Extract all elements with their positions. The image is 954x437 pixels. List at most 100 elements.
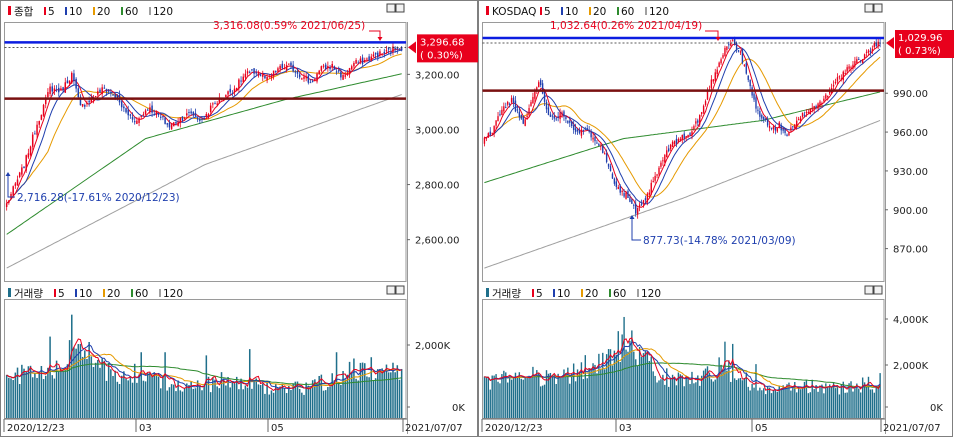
- volume-tick-label: 2,000K: [415, 341, 451, 352]
- candle-body: [675, 138, 678, 144]
- volume-minimize-button[interactable]: [864, 285, 874, 295]
- volume-bar: [374, 378, 377, 418]
- volume-bar: [871, 389, 874, 418]
- candle-body: [803, 114, 806, 116]
- volume-legend: 거래량 5 10 20 60 120: [486, 288, 661, 300]
- candle-body: [209, 105, 212, 113]
- candle-body: [753, 93, 755, 100]
- candle-body: [594, 136, 596, 142]
- candle-body: [660, 162, 662, 167]
- volume-bar: [296, 381, 299, 418]
- volume-bar: [856, 383, 858, 418]
- volume-ma20-line: [6, 353, 402, 389]
- volume-bar: [368, 377, 370, 418]
- minimize-button[interactable]: [386, 3, 396, 13]
- candle-body: [863, 54, 866, 59]
- volume-bar: [817, 391, 819, 418]
- volume-bar: [136, 382, 138, 418]
- volume-bar: [344, 379, 346, 418]
- ma-legend-icon: [637, 289, 639, 297]
- minimize-icon[interactable]: [864, 285, 874, 295]
- volume-bar: [671, 374, 674, 418]
- candle-body: [526, 115, 528, 118]
- candle-body: [586, 128, 588, 130]
- candle-body: [640, 203, 643, 205]
- volume-bar: [572, 363, 575, 418]
- minimize-icon[interactable]: [864, 3, 874, 13]
- candle-body: [398, 48, 401, 50]
- candle-body: [203, 118, 205, 120]
- volume-bar: [854, 388, 856, 418]
- candle-body: [551, 115, 554, 117]
- ma-legend-label: 20: [593, 6, 606, 18]
- volume-bar: [861, 377, 864, 418]
- volume-bar: [563, 369, 565, 418]
- volume-bar: [34, 373, 36, 418]
- volume-bar: [695, 382, 697, 418]
- volume-bar: [648, 361, 651, 418]
- volume-bar: [327, 387, 329, 418]
- volume-bar: [105, 380, 108, 418]
- candle-body: [255, 72, 258, 74]
- close-icon[interactable]: [395, 285, 405, 295]
- candle-body: [146, 109, 149, 111]
- volume-bar: [235, 376, 238, 418]
- candle-body: [216, 103, 218, 105]
- candle-body: [778, 122, 780, 128]
- candle-body: [86, 102, 88, 105]
- volume-bar: [394, 372, 396, 418]
- volume-close-button[interactable]: [873, 285, 883, 295]
- volume-minimize-button[interactable]: [386, 285, 396, 295]
- candle-body: [598, 144, 600, 146]
- volume-bar: [788, 382, 790, 418]
- volume-bar: [94, 362, 97, 418]
- candle-body: [869, 50, 872, 53]
- candle-body: [359, 58, 362, 63]
- volume-bar: [483, 376, 486, 418]
- candle-body: [29, 146, 32, 156]
- candle-body: [646, 193, 649, 202]
- candle-body: [333, 66, 336, 70]
- candle-body: [510, 98, 513, 103]
- volume-bars: [5, 314, 403, 418]
- candle-body: [27, 153, 30, 158]
- volume-close-button[interactable]: [395, 285, 405, 295]
- candle-body: [112, 94, 114, 96]
- candle-body: [749, 79, 751, 87]
- volume-bar: [251, 388, 253, 418]
- minimize-icon[interactable]: [386, 285, 396, 295]
- volume-bar: [561, 376, 563, 418]
- minimize-button[interactable]: [864, 3, 874, 13]
- volume-plot-area: [482, 299, 885, 419]
- candle-body: [722, 55, 724, 58]
- candle-body: [567, 120, 569, 123]
- volume-bar: [602, 352, 604, 418]
- volume-bar: [116, 381, 119, 418]
- volume-bar: [668, 386, 670, 418]
- candle-body: [522, 116, 524, 124]
- close-button[interactable]: [395, 3, 405, 13]
- volume-bar: [761, 390, 763, 418]
- close-icon[interactable]: [873, 285, 883, 295]
- candle-body: [259, 75, 262, 77]
- minimize-icon[interactable]: [386, 3, 396, 13]
- volume-bar: [757, 390, 759, 418]
- close-button[interactable]: [873, 3, 883, 13]
- candle-body: [12, 186, 14, 196]
- volume-bar: [25, 371, 27, 418]
- volume-bar: [539, 386, 542, 418]
- candle-body: [561, 112, 563, 115]
- candle-legend-icon: [486, 6, 489, 15]
- volume-bar: [811, 379, 813, 418]
- candle-body: [218, 97, 221, 103]
- close-icon[interactable]: [873, 3, 883, 13]
- volume-bar: [592, 363, 594, 418]
- close-icon[interactable]: [395, 3, 405, 13]
- volume-bar: [623, 316, 625, 418]
- x-end-label: 2021/07/07: [883, 423, 941, 434]
- ma-legend-icon: [553, 289, 555, 297]
- volume-bar: [524, 376, 526, 418]
- volume-bar: [342, 371, 344, 418]
- candle-body: [296, 71, 299, 74]
